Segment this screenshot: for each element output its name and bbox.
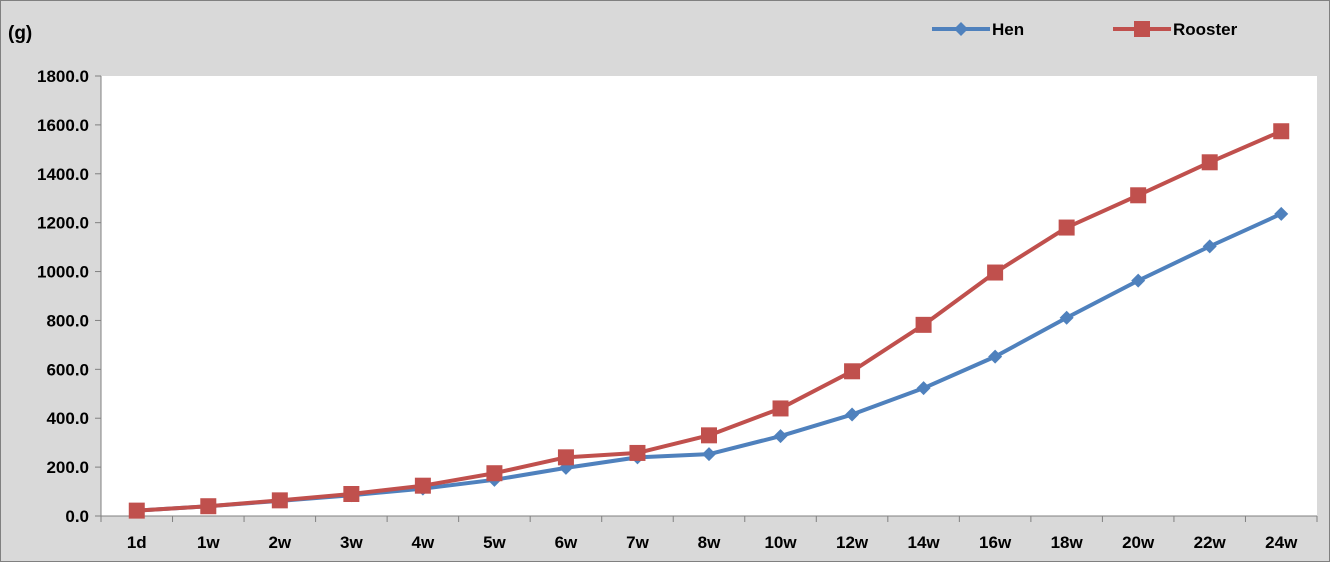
rooster-point	[844, 363, 861, 380]
x-tick-label: 5w	[483, 533, 506, 552]
x-tick-label: 24w	[1265, 533, 1298, 552]
y-tick-label: 200.0	[46, 458, 89, 477]
y-tick-label: 1200.0	[37, 214, 89, 233]
legend-marker-hen	[954, 22, 968, 36]
y-tick-label: 1400.0	[37, 165, 89, 184]
x-tick-label: 22w	[1194, 533, 1227, 552]
legend: Hen Rooster	[932, 20, 1238, 39]
x-axis: 1d 1w 2w 3w 4w 5w 6w 7w 8w 10w 12w 14w 16w 18w 20w 22w 2…	[100, 515, 1318, 552]
hen-point	[916, 381, 931, 396]
rooster-point	[1058, 219, 1075, 236]
rooster-point	[1273, 123, 1290, 140]
x-tick-label: 4w	[412, 533, 435, 552]
x-tick-label: 20w	[1122, 533, 1155, 552]
hen-point	[1202, 239, 1217, 254]
legend-label-hen: Hen	[992, 20, 1024, 39]
x-tick-label: 1d	[127, 533, 147, 552]
hen-point	[702, 447, 716, 462]
rooster-point	[271, 492, 288, 509]
x-tick-label: 10w	[764, 533, 797, 552]
legend-item-rooster: Rooster	[1113, 20, 1238, 39]
hen-point	[1131, 273, 1146, 288]
legend-marker-rooster	[1134, 21, 1150, 37]
x-tick-label: 6w	[555, 533, 578, 552]
x-tick-label: 1w	[197, 533, 220, 552]
hen-point	[988, 349, 1003, 364]
rooster-point	[486, 465, 503, 482]
y-unit-label: (g)	[8, 23, 32, 44]
legend-item-hen: Hen	[932, 20, 1024, 39]
hen-point	[1274, 206, 1289, 221]
x-tick-label: 7w	[626, 533, 649, 552]
y-tick-label: 0.0	[65, 507, 89, 526]
rooster-point	[557, 449, 574, 466]
hen-point	[773, 429, 788, 444]
hen-point	[1059, 310, 1074, 325]
rooster-point	[772, 400, 789, 417]
rooster-point	[701, 427, 717, 444]
rooster-point	[343, 486, 360, 502]
y-tick-label: 1000.0	[37, 263, 89, 282]
hen-point	[845, 407, 860, 422]
rooster-point	[1130, 187, 1147, 204]
legend-label-rooster: Rooster	[1173, 20, 1238, 39]
rooster-point	[987, 264, 1004, 281]
rooster-point	[200, 498, 217, 515]
y-tick-label: 400.0	[46, 409, 89, 428]
y-tick-label: 1600.0	[37, 116, 89, 135]
y-tick-label: 800.0	[46, 311, 89, 330]
x-tick-label: 12w	[836, 533, 869, 552]
rooster-point	[414, 477, 431, 494]
x-tick-label: 3w	[340, 533, 363, 552]
x-tick-label: 16w	[979, 533, 1012, 552]
x-tick-label: 18w	[1051, 533, 1084, 552]
x-tick-label: 2w	[268, 533, 291, 552]
series-layer	[128, 123, 1290, 519]
rooster-point	[629, 444, 646, 461]
x-tick-label: 8w	[698, 533, 721, 552]
rooster-point	[915, 316, 932, 333]
y-axis: 0.0 200.0 400.0 600.0 800.0 1000.0 1200.0 1400.…	[37, 67, 102, 526]
rooster-series	[128, 123, 1290, 519]
rooster-point	[128, 502, 145, 519]
x-tick-label: 14w	[908, 533, 941, 552]
y-tick-label: 1800.0	[37, 67, 89, 86]
y-tick-label: 600.0	[46, 360, 89, 379]
rooster-point	[1201, 154, 1218, 171]
